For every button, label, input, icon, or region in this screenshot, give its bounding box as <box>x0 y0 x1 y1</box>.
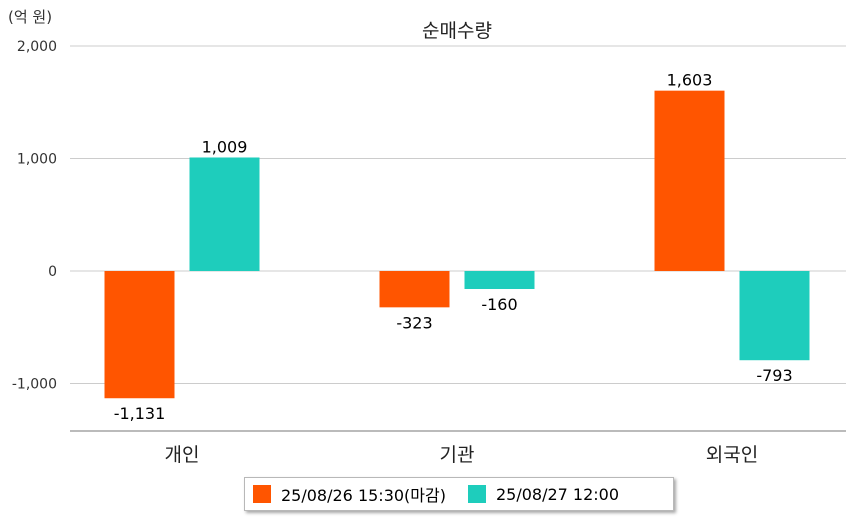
y-tick-label: 1,000 <box>17 152 57 168</box>
data-label: -160 <box>481 295 517 314</box>
bar-1-1 <box>104 271 175 399</box>
y-tick-label: 2,000 <box>17 39 57 55</box>
bar-2-2 <box>464 271 535 289</box>
bar-2-1 <box>189 157 260 271</box>
bar-1-3 <box>654 90 725 271</box>
x-tick-label: 개인 <box>165 444 200 466</box>
data-label: 1,603 <box>667 71 713 90</box>
data-label: -1,131 <box>114 404 166 423</box>
legend-label-series-1: 25/08/26 15:30(마감) <box>281 486 446 505</box>
legend-swatch-series-1 <box>253 485 271 503</box>
y-tick-label: -1,000 <box>12 377 57 393</box>
legend-swatch-series-2 <box>467 485 486 503</box>
y-unit-label: (억 원) <box>8 8 52 26</box>
legend-item-series-2[interactable]: 25/08/27 12:00 <box>467 484 620 504</box>
legend-item-series-1[interactable]: 25/08/26 15:30(마감) <box>253 482 446 506</box>
bar-2-3 <box>739 271 810 361</box>
y-tick-label: 0 <box>48 264 57 280</box>
data-label: -323 <box>396 313 432 332</box>
data-label: 1,009 <box>202 137 248 156</box>
x-tick-label: 외국인 <box>706 444 758 466</box>
legend-label-series-2: 25/08/27 12:00 <box>495 484 620 504</box>
bar-1-2 <box>379 271 450 308</box>
data-label: -793 <box>756 366 792 385</box>
x-tick-label: 기관 <box>440 444 475 466</box>
legend: 25/08/26 15:30(마감) 25/08/27 12:00 <box>244 477 674 511</box>
chart-title: 순매수량 <box>422 20 492 42</box>
